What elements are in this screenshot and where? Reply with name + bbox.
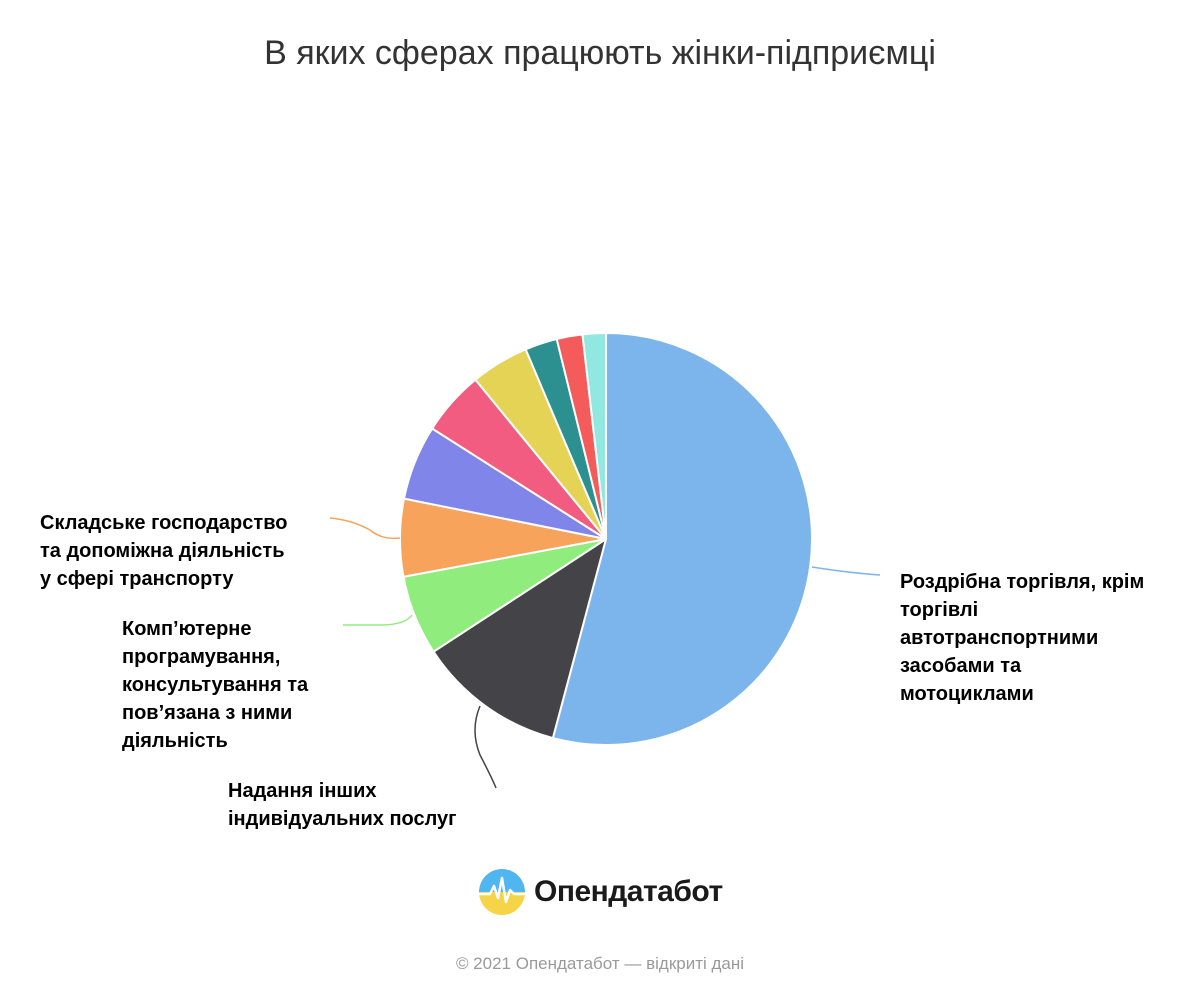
opendatabot-logo-icon (479, 869, 525, 915)
chart-title: В яких сферах працюють жінки-підприємці (264, 34, 936, 72)
label-retail-line: автотранспортними (900, 627, 1099, 649)
pie-slices (399, 332, 813, 746)
label-retail-line: торгівлі (900, 599, 979, 621)
label-warehouse: Складське господарство та допоміжна діял… (40, 509, 340, 593)
footer-copyright: © 2021 Опендатабот — відкриті дані (455, 954, 745, 973)
opendatabot-logo: Опендатабот (478, 866, 723, 918)
leader-line-it (343, 614, 413, 626)
leader-lines (329, 517, 881, 789)
label-retail-line: мотоциклами (900, 683, 1034, 705)
pie-slice-10 (581, 332, 607, 540)
label-warehouse-line: у сфері транспорту (40, 568, 234, 590)
pie-slice-1 (551, 332, 813, 746)
label-warehouse-line: та допоміжна діяльність (40, 540, 285, 562)
label-services-line: індивідуальних послуг (228, 808, 457, 830)
leader-line-services (474, 705, 497, 789)
label-retail: Роздрібна торгівля, крім торгівлі автотр… (900, 568, 1180, 708)
leader-line-retail (811, 566, 881, 576)
label-services: Надання інших індивідуальних послуг (228, 777, 528, 833)
leader-line-warehouse (329, 517, 401, 540)
label-it-line: програмування, (122, 646, 281, 668)
label-it-line: консультування та (122, 674, 309, 696)
pie-slice-2 (432, 538, 607, 740)
label-it-line: діяльність (122, 730, 228, 752)
label-retail-line: Роздрібна торгівля, крім (900, 571, 1145, 593)
label-warehouse-line: Складське господарство (40, 512, 288, 534)
label-retail-line: засобами та (900, 655, 1022, 677)
label-it-line: пов’язана з ними (122, 702, 293, 724)
logo-text: Опендатабот (534, 875, 723, 908)
label-it-line: Комп’ютерне (122, 618, 252, 640)
label-services-line: Надання інших (228, 780, 377, 802)
label-it: Комп’ютерне програмування, консультуванн… (122, 615, 382, 755)
